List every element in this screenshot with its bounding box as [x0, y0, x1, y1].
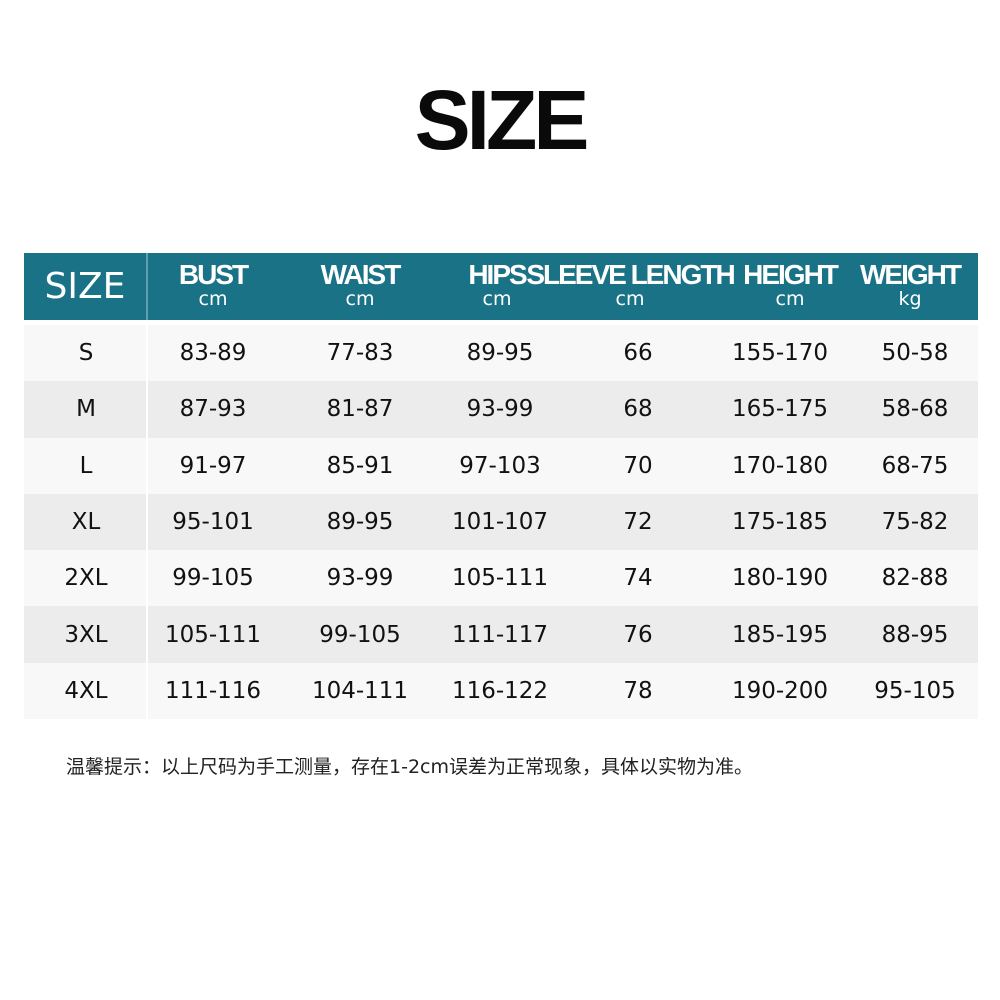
table-cell: 85-91	[326, 452, 394, 479]
table-cell: 70	[623, 452, 653, 479]
table-cell: 82-88	[881, 565, 949, 592]
header-size: SIZE	[24, 253, 148, 320]
table-cell: 83-89	[179, 340, 247, 367]
table-cell: 97-103	[459, 452, 541, 479]
table-cell: 111-117	[451, 621, 549, 648]
table-header: SIZE BUST cm WAIST cm HIPS cm SLEEVE LENGTH cm H…	[24, 253, 978, 320]
column-divider	[146, 606, 148, 663]
table-cell: 87-93	[179, 396, 247, 423]
table-cell: 93-99	[326, 565, 394, 592]
size-cell: 2XL	[64, 565, 108, 592]
table-cell: 104-111	[311, 677, 409, 704]
size-cell: 4XL	[64, 677, 108, 704]
column-divider	[146, 550, 148, 607]
header-bust: BUST cm	[178, 259, 249, 310]
table-cell: 105-111	[164, 621, 262, 648]
size-cell: M	[76, 396, 96, 423]
table-cell: 101-107	[451, 509, 549, 536]
table-cell: 180-190	[731, 565, 829, 592]
size-table: SIZE BUST cm WAIST cm HIPS cm SLEEVE LENGTH cm H…	[24, 253, 978, 720]
table-cell: 78	[623, 677, 653, 704]
table-cell: 111-116	[164, 677, 262, 704]
table-cell: 68-75	[881, 452, 949, 479]
measurement-note: 温馨提示：以上尺码为手工测量，存在1-2cm误差为正常现象，具体以实物为准。	[66, 756, 753, 778]
table-cell: 58-68	[881, 396, 949, 423]
column-divider	[146, 662, 148, 720]
table-cell: 170-180	[731, 452, 829, 479]
header-label: BUST	[178, 259, 249, 290]
column-divider	[146, 325, 148, 382]
column-divider	[146, 381, 148, 438]
table-row: 3XL 105-111 99-105 111-117 76 185-195 88-95	[24, 606, 978, 663]
table-cell: 95-105	[874, 677, 956, 704]
header-sleeve-length: SLEEVE LENGTH cm	[526, 259, 735, 310]
table-cell: 99-105	[319, 621, 401, 648]
size-cell: XL	[71, 509, 101, 536]
header-unit: cm	[775, 288, 805, 310]
header-label: WAIST	[320, 259, 402, 290]
header-hips: HIPS cm	[468, 259, 527, 310]
table-cell: 68	[623, 396, 653, 423]
table-cell: 99-105	[172, 565, 254, 592]
table-cell: 88-95	[881, 621, 949, 648]
column-divider	[146, 493, 148, 551]
table-row: XL 95-101 89-95 101-107 72 175-185 75-82	[24, 493, 978, 551]
table-cell: 89-95	[466, 340, 534, 367]
header-label: SLEEVE LENGTH	[526, 259, 735, 290]
header-unit: cm	[345, 288, 375, 310]
header-unit: cm	[198, 288, 228, 310]
table-cell: 185-195	[731, 621, 829, 648]
table-cell: 66	[623, 340, 653, 367]
table-cell: 91-97	[179, 452, 247, 479]
size-cell: 3XL	[64, 621, 108, 648]
table-row: L 91-97 85-91 97-103 70 170-180 68-75	[24, 437, 978, 494]
header-label: HEIGHT	[743, 259, 839, 290]
table-cell: 165-175	[731, 396, 829, 423]
header-unit: cm	[482, 288, 512, 310]
table-cell: 190-200	[731, 677, 829, 704]
size-cell: S	[78, 340, 94, 367]
table-cell: 93-99	[466, 396, 534, 423]
table-cell: 72	[623, 509, 653, 536]
table-cell: 105-111	[451, 565, 549, 592]
table-cell: 76	[623, 621, 653, 648]
header-unit: cm	[615, 288, 645, 310]
table-cell: 116-122	[451, 677, 549, 704]
table-cell: 89-95	[326, 509, 394, 536]
table-cell: 155-170	[731, 340, 829, 367]
header-unit: kg	[898, 288, 922, 310]
table-row: M 87-93 81-87 93-99 68 165-175 58-68	[24, 381, 978, 438]
header-waist: WAIST cm	[320, 259, 402, 310]
table-row: S 83-89 77-83 89-95 66 155-170 50-58	[24, 325, 978, 382]
header-weight: WEIGHT kg	[860, 259, 962, 310]
page-title: SIZE	[414, 73, 590, 167]
header-height: HEIGHT cm	[743, 259, 839, 310]
table-cell: 95-101	[172, 509, 254, 536]
table-cell: 175-185	[731, 509, 829, 536]
column-divider	[146, 437, 148, 494]
table-cell: 75-82	[881, 509, 949, 536]
table-row: 2XL 99-105 93-99 105-111 74 180-190 82-88	[24, 550, 978, 607]
table-cell: 50-58	[881, 340, 949, 367]
header-label: WEIGHT	[860, 259, 962, 290]
table-cell: 77-83	[326, 340, 394, 367]
size-cell: L	[79, 452, 93, 479]
table-row: 4XL 111-116 104-111 116-122 78 190-200 95-105	[24, 662, 978, 720]
header-label: HIPS	[468, 259, 527, 290]
table-cell: 74	[623, 565, 653, 592]
table-cell: 81-87	[326, 396, 394, 423]
